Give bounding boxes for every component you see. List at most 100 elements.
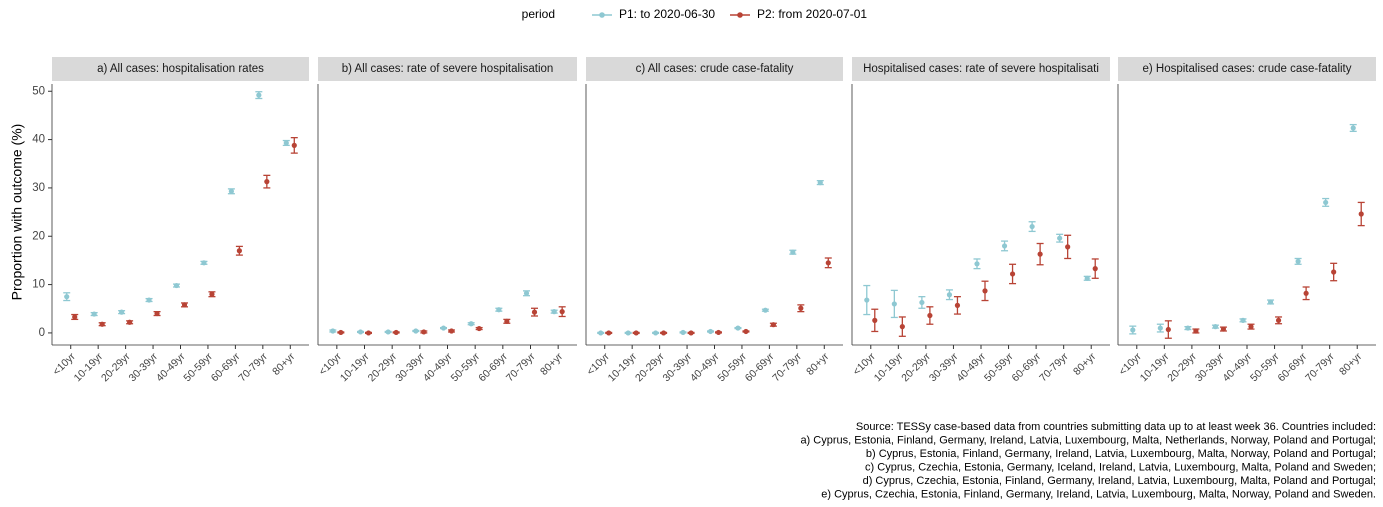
point xyxy=(448,328,455,334)
legend-label: P1: to 2020-06-30 xyxy=(619,7,715,21)
x-tick-label: 70-79yr xyxy=(1037,350,1071,384)
x-tick-label: 40-49yr xyxy=(154,350,188,384)
legend-label: P2: from 2020-07-01 xyxy=(757,7,867,21)
x-tick-label: 10-19yr xyxy=(338,350,372,384)
legend-key xyxy=(599,12,605,18)
panel-title: b) All cases: rate of severe hospitalisa… xyxy=(342,63,554,75)
point xyxy=(653,330,659,336)
point xyxy=(919,299,925,306)
x-tick-label: 40-49yr xyxy=(688,350,722,384)
source-line: c) Cyprus, Czechia, Estonia, Germany, Ic… xyxy=(865,461,1376,473)
point xyxy=(99,321,105,327)
point xyxy=(974,261,980,267)
source-line: Source: TESSy case-based data from count… xyxy=(856,421,1376,433)
point xyxy=(899,324,905,330)
y-tick-label: 0 xyxy=(39,327,45,339)
x-tick-label: 80+yr xyxy=(538,350,566,378)
x-tick-label: 80+yr xyxy=(1337,350,1365,378)
point xyxy=(201,260,207,266)
y-tick-label: 10 xyxy=(32,279,45,291)
point xyxy=(338,329,344,336)
x-tick-label: 50-59yr xyxy=(449,350,483,384)
point xyxy=(661,330,667,336)
x-tick-label: 30-39yr xyxy=(393,350,427,384)
point xyxy=(1350,125,1356,131)
point xyxy=(927,312,933,319)
point xyxy=(236,248,242,254)
point xyxy=(982,288,988,294)
point xyxy=(523,290,530,296)
point xyxy=(64,294,70,300)
point xyxy=(680,329,686,336)
point xyxy=(385,329,391,335)
point xyxy=(1358,211,1364,217)
point xyxy=(1065,244,1071,250)
x-tick-label: 60-69yr xyxy=(1276,350,1310,384)
point xyxy=(1029,223,1035,230)
x-tick-label: 30-39yr xyxy=(927,350,961,384)
x-tick-label: 10-19yr xyxy=(1138,350,1172,384)
point xyxy=(228,188,234,194)
point xyxy=(891,301,897,307)
point xyxy=(762,307,768,313)
x-tick-label: 70-79yr xyxy=(1303,350,1337,384)
point xyxy=(440,325,447,331)
x-tick-label: 60-69yr xyxy=(476,350,510,384)
point xyxy=(1212,324,1219,330)
point xyxy=(1092,266,1098,272)
y-tick-label: 30 xyxy=(32,182,45,194)
point xyxy=(1267,299,1274,305)
x-tick-label: 30-39yr xyxy=(1193,350,1227,384)
x-tick-label: 50-59yr xyxy=(1248,350,1282,384)
point xyxy=(181,302,188,308)
x-tick-label: 80+yr xyxy=(270,350,298,378)
point xyxy=(504,318,510,324)
x-tick-label: 70-79yr xyxy=(504,350,538,384)
x-tick-label: 70-79yr xyxy=(236,350,270,384)
point xyxy=(393,329,399,336)
point xyxy=(817,180,823,186)
strip xyxy=(52,57,309,81)
point xyxy=(291,142,297,148)
point xyxy=(1248,324,1254,330)
x-tick-label: 20-29yr xyxy=(366,350,400,384)
y-tick-label: 20 xyxy=(32,230,45,242)
x-tick-label: 20-29yr xyxy=(899,350,933,384)
point xyxy=(1185,325,1191,331)
source-line: b) Cyprus, Estonia, Finland, Germany, Ir… xyxy=(866,448,1376,460)
point xyxy=(946,292,953,298)
point xyxy=(146,297,152,303)
point xyxy=(119,309,125,315)
strip xyxy=(586,57,843,81)
x-tick-label: 70-79yr xyxy=(770,350,804,384)
point xyxy=(1240,317,1246,323)
point xyxy=(551,309,557,315)
point xyxy=(209,291,215,297)
point xyxy=(1157,325,1163,331)
point xyxy=(1220,326,1227,332)
point xyxy=(72,314,78,320)
point xyxy=(531,309,538,315)
source-line: d) Cyprus, Czechia, Estonia, Finland, Ge… xyxy=(863,475,1376,487)
point xyxy=(476,325,482,332)
point xyxy=(256,92,262,98)
point xyxy=(743,328,749,335)
strip xyxy=(852,57,1110,81)
point xyxy=(1057,235,1063,241)
x-tick-label: 50-59yr xyxy=(982,350,1016,384)
x-tick-label: 80+yr xyxy=(1071,350,1099,378)
strip xyxy=(318,57,577,81)
panel-title: c) All cases: crude case-fatality xyxy=(636,63,794,75)
point xyxy=(1193,328,1199,334)
point xyxy=(154,310,160,317)
point xyxy=(496,307,502,313)
point xyxy=(798,305,804,311)
point xyxy=(625,330,631,336)
x-tick-label: 40-49yr xyxy=(1220,350,1254,384)
point xyxy=(688,330,694,336)
point xyxy=(1275,317,1282,323)
point xyxy=(413,328,419,334)
y-axis-label: Proportion with outcome (%) xyxy=(9,124,25,301)
point xyxy=(825,260,831,266)
point xyxy=(1130,327,1136,333)
